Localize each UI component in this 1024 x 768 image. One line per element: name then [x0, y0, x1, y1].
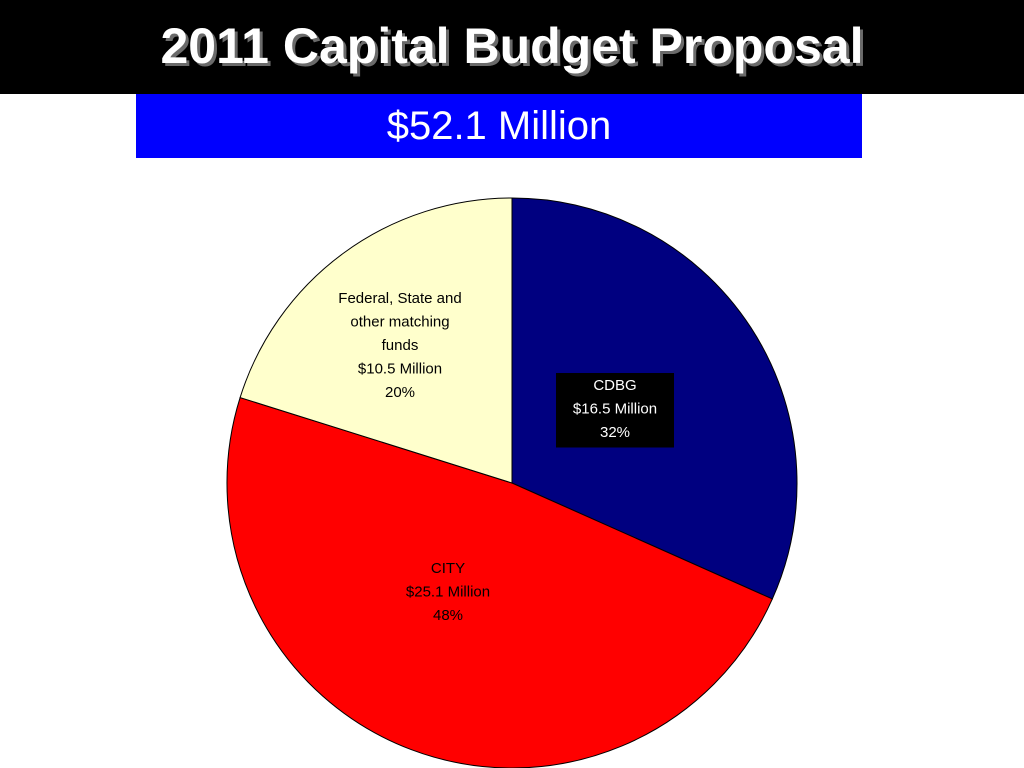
slice-label-line: $25.1 Million	[406, 584, 490, 601]
slice-label-line: 20%	[385, 384, 415, 401]
slice-label-1: CITY $25.1 Million 48%	[406, 560, 490, 624]
slice-label-line: Federal, State and	[338, 290, 461, 307]
page-title: 2011 Capital Budget Proposal	[160, 18, 864, 74]
slice-label-line: $16.5 Million	[573, 401, 657, 418]
slice-label-line: $10.5 Million	[358, 361, 442, 378]
pie-slice-1	[226, 396, 774, 768]
slice-label-box-0	[556, 373, 674, 448]
title-bar: 2011 Capital Budget Proposal	[0, 0, 1024, 94]
pie-slice-2	[239, 197, 513, 484]
slice-label-line: 48%	[433, 607, 463, 624]
slice-label-line: other matching	[350, 314, 449, 331]
subtitle-bar: $52.1 Million	[136, 94, 862, 158]
slice-label-line: funds	[382, 337, 419, 354]
slice-label-line: 32%	[600, 424, 630, 441]
slice-label-0: CDBG $16.5 Million 32%	[556, 373, 674, 448]
slice-label-2: Federal, State and other matching funds $10…	[338, 290, 461, 401]
page-subtitle: $52.1 Million	[386, 104, 612, 148]
slice-label-line: CDBG	[593, 377, 636, 394]
slice-label-line: CITY	[431, 560, 465, 577]
